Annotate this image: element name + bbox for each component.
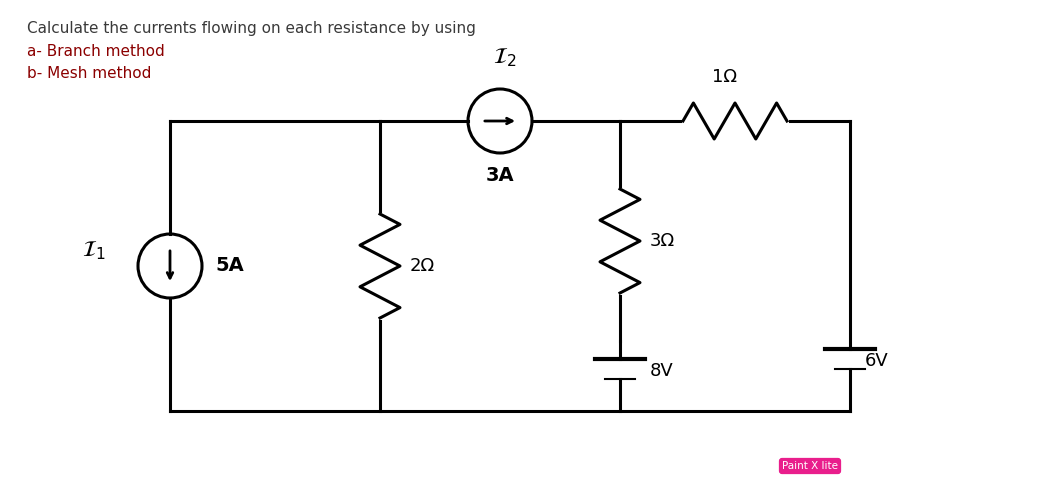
- Text: $\mathcal{I}_1$: $\mathcal{I}_1$: [82, 240, 105, 262]
- Text: 5A: 5A: [215, 256, 244, 275]
- Text: 3Ω: 3Ω: [650, 232, 675, 250]
- Text: 2Ω: 2Ω: [410, 257, 435, 275]
- Text: 1Ω: 1Ω: [713, 68, 738, 86]
- Text: $\mathcal{I}_2$: $\mathcal{I}_2$: [494, 47, 516, 69]
- Text: Paint X lite: Paint X lite: [782, 461, 838, 471]
- Text: Calculate the currents flowing on each resistance by using: Calculate the currents flowing on each r…: [27, 21, 476, 36]
- Text: 6V: 6V: [865, 352, 888, 370]
- Text: b- Mesh method: b- Mesh method: [27, 66, 152, 81]
- Text: 8V: 8V: [650, 362, 673, 380]
- Text: 3A: 3A: [485, 166, 514, 185]
- Text: a- Branch method: a- Branch method: [27, 44, 165, 59]
